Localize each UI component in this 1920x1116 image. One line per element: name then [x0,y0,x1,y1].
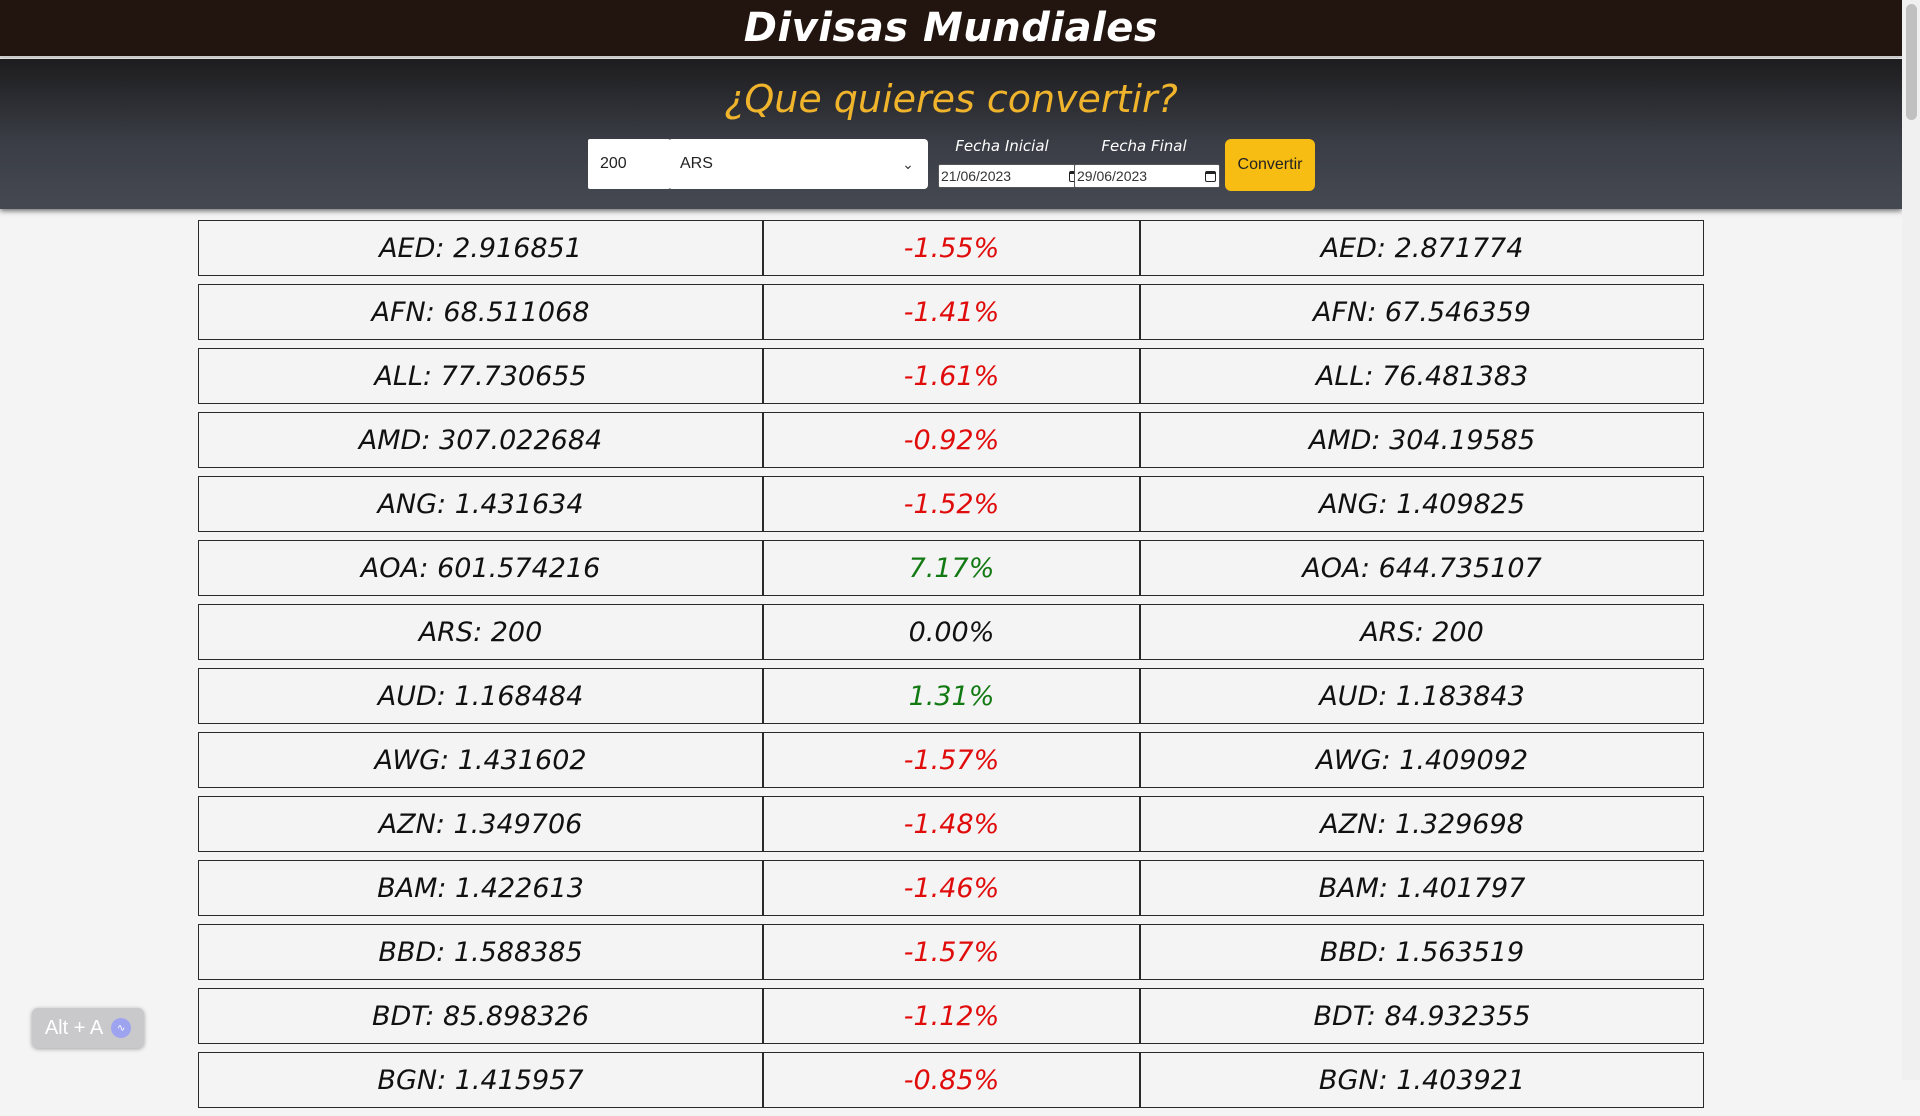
table-row: AUD: 1.168484 1.31% AUD: 1.183843 [198,668,1704,724]
table-row: BBD: 1.588385 -1.57% BBD: 1.563519 [198,924,1704,980]
table-row: AMD: 307.022684 -0.92% AMD: 304.19585 [198,412,1704,468]
rate-end-cell: BGN: 1.403921 [1140,1052,1704,1108]
rate-end-cell: ALL: 76.481383 [1140,348,1704,404]
rates-table: AED: 2.916851 -1.55% AED: 2.871774 AFN: 68.… [198,220,1704,1116]
rate-start-cell: BDT: 85.898326 [198,988,763,1044]
rate-change-cell: -1.41% [763,284,1140,340]
rate-end-cell: BDT: 84.932355 [1140,988,1704,1044]
rate-change-cell: 1.31% [763,668,1140,724]
end-date-value: 29/06/2023 [1077,168,1148,184]
rate-end-cell: AZN: 1.329698 [1140,796,1704,852]
converter-panel: ¿Que quieres convertir? 200 ARS ⌄ Fecha … [0,59,1902,209]
table-row: AED: 2.916851 -1.55% AED: 2.871774 [198,220,1704,276]
table-row: BAM: 1.422613 -1.46% BAM: 1.401797 [198,860,1704,916]
rate-start-cell: AUD: 1.168484 [198,668,763,724]
rate-change-cell: -1.52% [763,476,1140,532]
end-date-input[interactable]: 29/06/2023 [1074,164,1220,188]
chevron-down-icon: ⌄ [902,155,914,172]
convert-button[interactable]: Convertir [1225,139,1315,191]
rate-change-cell: -1.46% [763,860,1140,916]
rate-start-cell: BGN: 1.415957 [198,1052,763,1108]
amount-input[interactable]: 200 [588,139,670,189]
rate-end-cell: ARS: 200 [1140,604,1704,660]
rate-start-cell: ANG: 1.431634 [198,476,763,532]
rate-end-cell: AOA: 644.735107 [1140,540,1704,596]
shortcut-label: Alt + A [44,1016,104,1039]
table-row: ARS: 200 0.00% ARS: 200 [198,604,1704,660]
rate-start-cell: ARS: 200 [198,604,763,660]
table-row: ALL: 77.730655 -1.61% ALL: 76.481383 [198,348,1704,404]
rate-change-cell: -1.12% [763,988,1140,1044]
rate-end-cell: AWG: 1.409092 [1140,732,1704,788]
rate-change-cell: -0.85% [763,1052,1140,1108]
rate-end-cell: ANG: 1.409825 [1140,476,1704,532]
audio-wave-icon: ∿ [111,1018,132,1038]
table-row: AOA: 601.574216 7.17% AOA: 644.735107 [198,540,1704,596]
rate-change-cell: 7.17% [763,540,1140,596]
start-date-input[interactable]: 21/06/2023 [938,164,1084,188]
rate-end-cell: AED: 2.871774 [1140,220,1704,276]
rate-end-cell: AFN: 67.546359 [1140,284,1704,340]
rate-change-cell: -0.92% [763,412,1140,468]
rate-start-cell: AOA: 601.574216 [198,540,763,596]
rate-end-cell: BAM: 1.401797 [1140,860,1704,916]
rate-change-cell: -1.57% [763,732,1140,788]
rate-end-cell: BBD: 1.563519 [1140,924,1704,980]
vertical-scrollbar[interactable] [1902,0,1920,1080]
rate-change-cell: -1.57% [763,924,1140,980]
site-title: Divisas Mundiales [743,5,1159,51]
rate-start-cell: AFN: 68.511068 [198,284,763,340]
rate-change-cell: -1.55% [763,220,1140,276]
rate-start-cell: AZN: 1.349706 [198,796,763,852]
rate-change-cell: -1.61% [763,348,1140,404]
table-row: BDT: 85.898326 -1.12% BDT: 84.932355 [198,988,1704,1044]
table-row: AFN: 68.511068 -1.41% AFN: 67.546359 [198,284,1704,340]
table-row: AWG: 1.431602 -1.57% AWG: 1.409092 [198,732,1704,788]
site-header: Divisas Mundiales [0,0,1902,58]
rate-start-cell: BBD: 1.588385 [198,924,763,980]
rate-start-cell: ALL: 77.730655 [198,348,763,404]
currency-select[interactable]: ARS ⌄ [668,139,928,189]
rate-change-cell: 0.00% [763,604,1140,660]
rate-end-cell: AUD: 1.183843 [1140,668,1704,724]
table-row: BGN: 1.415957 -0.85% BGN: 1.403921 [198,1052,1704,1108]
converter-heading: ¿Que quieres convertir? [724,77,1178,121]
accessibility-shortcut-button[interactable]: Alt + A ∿ [32,1008,144,1048]
rate-change-cell: -1.48% [763,796,1140,852]
rate-start-cell: BAM: 1.422613 [198,860,763,916]
start-date-value: 21/06/2023 [941,168,1012,184]
rate-start-cell: AWG: 1.431602 [198,732,763,788]
scrollbar-thumb[interactable] [1906,4,1917,120]
currency-select-value: ARS [680,155,713,172]
end-date-label: Fecha Final [1101,137,1187,155]
calendar-icon[interactable] [1205,170,1216,182]
rate-end-cell: AMD: 304.19585 [1140,412,1704,468]
start-date-label: Fecha Inicial [955,137,1049,155]
rate-start-cell: AED: 2.916851 [198,220,763,276]
table-row: ANG: 1.431634 -1.52% ANG: 1.409825 [198,476,1704,532]
table-row: AZN: 1.349706 -1.48% AZN: 1.329698 [198,796,1704,852]
rate-start-cell: AMD: 307.022684 [198,412,763,468]
